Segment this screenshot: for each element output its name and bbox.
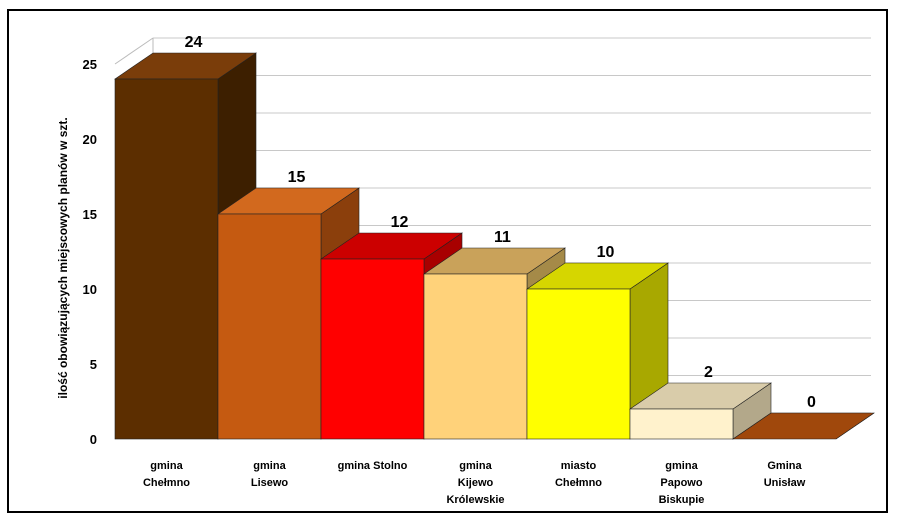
y-tick-label: 0 [90,432,97,447]
category-label: gmina Kijewo Królewskie [446,460,504,506]
category-label-line: gmina [150,460,183,472]
chart-frame: 0 5 10 15 20 25 24 15 12 11 10 2 0 gmina Chełmno gmin… [7,9,888,513]
category-labels: gmina Chełmno gmina Lisewo gmina Stolno gmina… [143,460,806,506]
category-label-line: gmina [253,460,286,472]
bar [732,412,875,440]
y-axis-label: ilość obowiązujących miejscowych planów … [56,117,70,398]
value-label: 11 [494,229,511,246]
value-labels: 24 15 12 11 10 2 0 [185,34,816,411]
category-label: Gmina Unisław [764,460,806,489]
category-label: gmina Stolno [338,460,408,472]
y-tick-label: 20 [83,132,97,147]
bar [526,262,669,440]
bar-front [526,288,631,440]
value-label: 10 [597,244,615,261]
category-label-line: Lisewo [251,477,289,489]
value-label: 12 [391,214,409,231]
axis-depth-top [114,37,154,65]
bar-top [732,412,875,440]
bar-front [217,213,322,440]
category-label-line: Kijewo [458,477,494,489]
y-tick-label: 25 [83,57,97,72]
y-tick-label: 15 [83,207,97,222]
category-label-line: gmina [459,460,492,472]
value-label: 24 [185,34,203,51]
category-label: gmina Lisewo [251,460,289,489]
category-label: gmina Papowo Biskupie [659,460,705,506]
category-label-line: Gmina [767,460,802,472]
bar-front [114,78,219,440]
bar-front [629,408,734,440]
axes: 0 5 10 15 20 25 [83,57,97,447]
category-label-line: Chełmno [143,477,190,489]
bars [114,52,875,440]
category-label-line: Królewskie [446,494,504,506]
value-label: 0 [807,394,816,411]
bar-front [423,273,528,440]
category-label-line: Unisław [764,477,806,489]
category-label-line: Papowo [660,477,702,489]
category-label-line: gmina Stolno [338,460,408,472]
y-tick-label: 5 [90,357,97,372]
category-label-line: miasto [561,460,597,472]
category-label-line: gmina [665,460,698,472]
bar [629,382,772,440]
category-label: miasto Chełmno [555,460,602,489]
bar-front [320,258,425,440]
category-label: gmina Chełmno [143,460,190,489]
value-label: 2 [704,364,713,381]
y-tick-label: 10 [83,282,97,297]
category-label-line: Biskupie [659,494,705,506]
value-label: 15 [288,169,306,186]
category-label-line: Chełmno [555,477,602,489]
